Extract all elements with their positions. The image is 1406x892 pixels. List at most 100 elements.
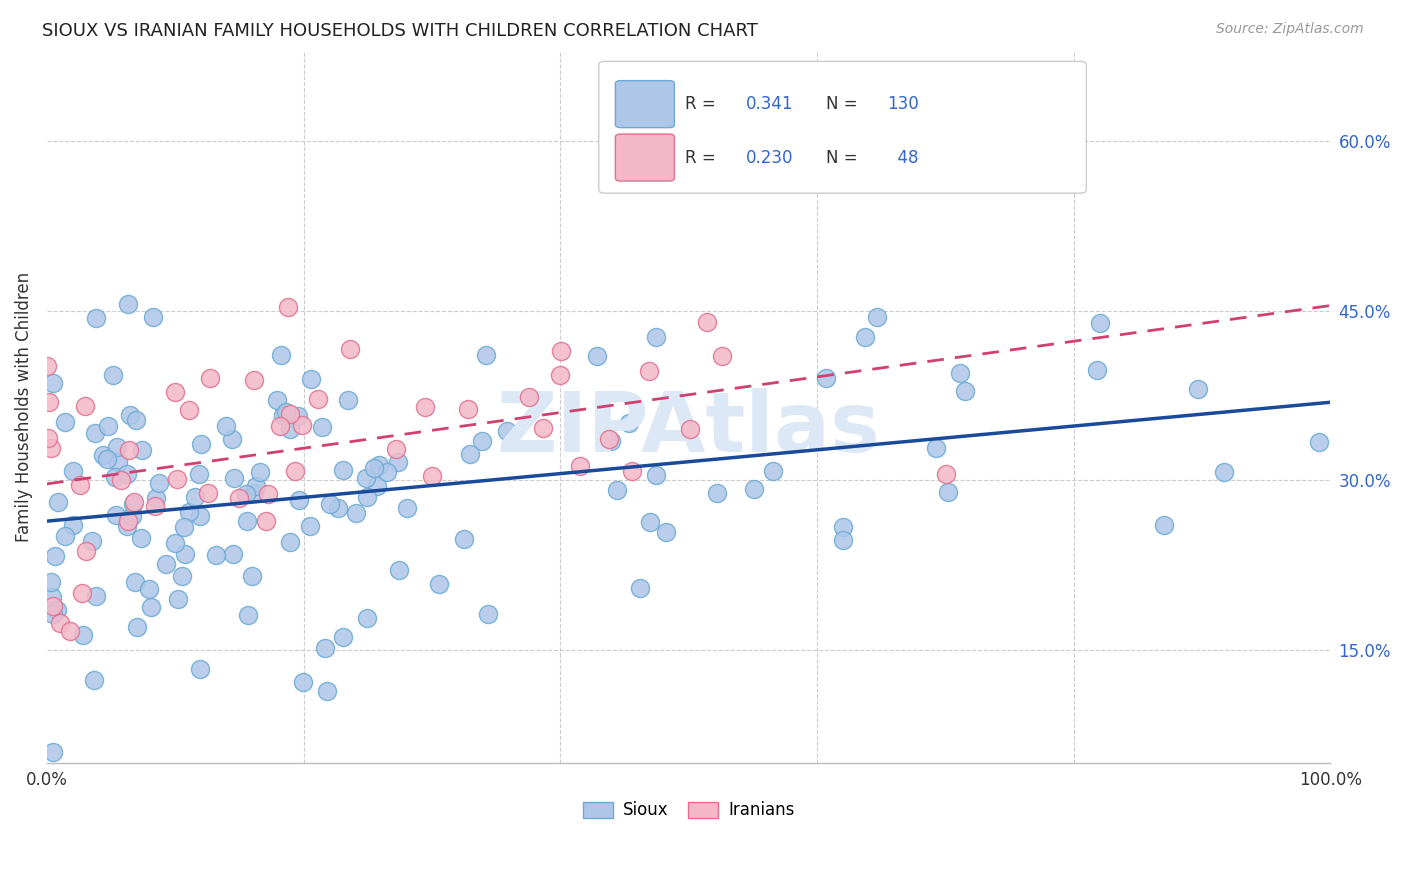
Point	[269, 419, 291, 434]
Point	[84, 589, 107, 603]
Point	[142, 310, 165, 325]
FancyBboxPatch shape	[616, 80, 675, 128]
Point	[278, 535, 301, 549]
Point	[517, 390, 540, 404]
Point	[654, 524, 676, 539]
Point	[853, 330, 876, 344]
Point	[548, 368, 571, 383]
Point	[49, 615, 72, 630]
Point	[121, 497, 143, 511]
Point	[316, 684, 339, 698]
Point	[1308, 435, 1330, 450]
Point	[236, 514, 259, 528]
Point	[471, 434, 494, 448]
Point	[38, 395, 60, 409]
Point	[37, 431, 59, 445]
Point	[62, 464, 84, 478]
Point	[299, 519, 322, 533]
Point	[84, 311, 107, 326]
Point	[245, 479, 267, 493]
Text: 0.230: 0.230	[747, 149, 794, 167]
Point	[222, 471, 245, 485]
Text: ZIPAtlas: ZIPAtlas	[496, 388, 880, 469]
Point	[165, 385, 187, 400]
Point	[1085, 363, 1108, 377]
Point	[242, 485, 264, 500]
Text: R =: R =	[685, 149, 721, 167]
Point	[143, 499, 166, 513]
Point	[254, 514, 277, 528]
Point	[1153, 518, 1175, 533]
Point	[332, 630, 354, 644]
Point	[866, 310, 889, 325]
Legend: Sioux, Iranians: Sioux, Iranians	[576, 795, 801, 826]
Point	[70, 586, 93, 600]
Point	[120, 408, 142, 422]
Point	[356, 490, 378, 504]
Text: SIOUX VS IRANIAN FAMILY HOUSEHOLDS WITH CHILDREN CORRELATION CHART: SIOUX VS IRANIAN FAMILY HOUSEHOLDS WITH …	[42, 22, 758, 40]
Point	[1212, 465, 1234, 479]
Point	[388, 563, 411, 577]
Point	[332, 463, 354, 477]
Point	[319, 497, 342, 511]
Point	[190, 437, 212, 451]
Point	[638, 516, 661, 530]
Point	[177, 505, 200, 519]
Point	[598, 432, 620, 446]
Point	[72, 627, 94, 641]
Point	[42, 745, 65, 759]
Point	[53, 415, 76, 429]
Point	[166, 472, 188, 486]
Point	[69, 478, 91, 492]
FancyBboxPatch shape	[599, 62, 1087, 194]
Point	[568, 459, 591, 474]
Point	[188, 467, 211, 481]
Point	[814, 371, 837, 385]
Point	[453, 532, 475, 546]
Point	[173, 520, 195, 534]
Point	[138, 582, 160, 596]
Point	[235, 487, 257, 501]
Point	[1187, 382, 1209, 396]
Point	[75, 399, 97, 413]
Point	[344, 507, 367, 521]
Point	[249, 465, 271, 479]
Text: 0.341: 0.341	[747, 95, 794, 113]
Point	[475, 348, 498, 362]
Point	[215, 418, 238, 433]
Point	[356, 611, 378, 625]
Point	[278, 407, 301, 421]
Point	[117, 467, 139, 482]
Point	[243, 373, 266, 387]
Point	[35, 359, 58, 373]
Point	[172, 569, 194, 583]
Point	[184, 491, 207, 505]
Point	[935, 467, 957, 481]
Point	[104, 470, 127, 484]
Text: N =: N =	[825, 95, 863, 113]
Point	[44, 549, 66, 563]
Point	[42, 376, 65, 391]
Point	[93, 448, 115, 462]
Point	[307, 392, 329, 407]
Point	[124, 575, 146, 590]
Point	[457, 402, 479, 417]
Point	[188, 509, 211, 524]
Point	[696, 315, 718, 329]
Point	[46, 495, 69, 509]
Point	[706, 486, 728, 500]
Point	[41, 599, 63, 613]
Point	[396, 500, 419, 515]
Point	[53, 529, 76, 543]
Point	[832, 520, 855, 534]
Point	[276, 405, 298, 419]
Point	[110, 473, 132, 487]
Point	[118, 442, 141, 457]
Point	[236, 608, 259, 623]
Point	[80, 533, 103, 548]
Point	[710, 349, 733, 363]
Point	[284, 464, 307, 478]
Point	[139, 600, 162, 615]
Point	[266, 393, 288, 408]
Point	[311, 420, 333, 434]
